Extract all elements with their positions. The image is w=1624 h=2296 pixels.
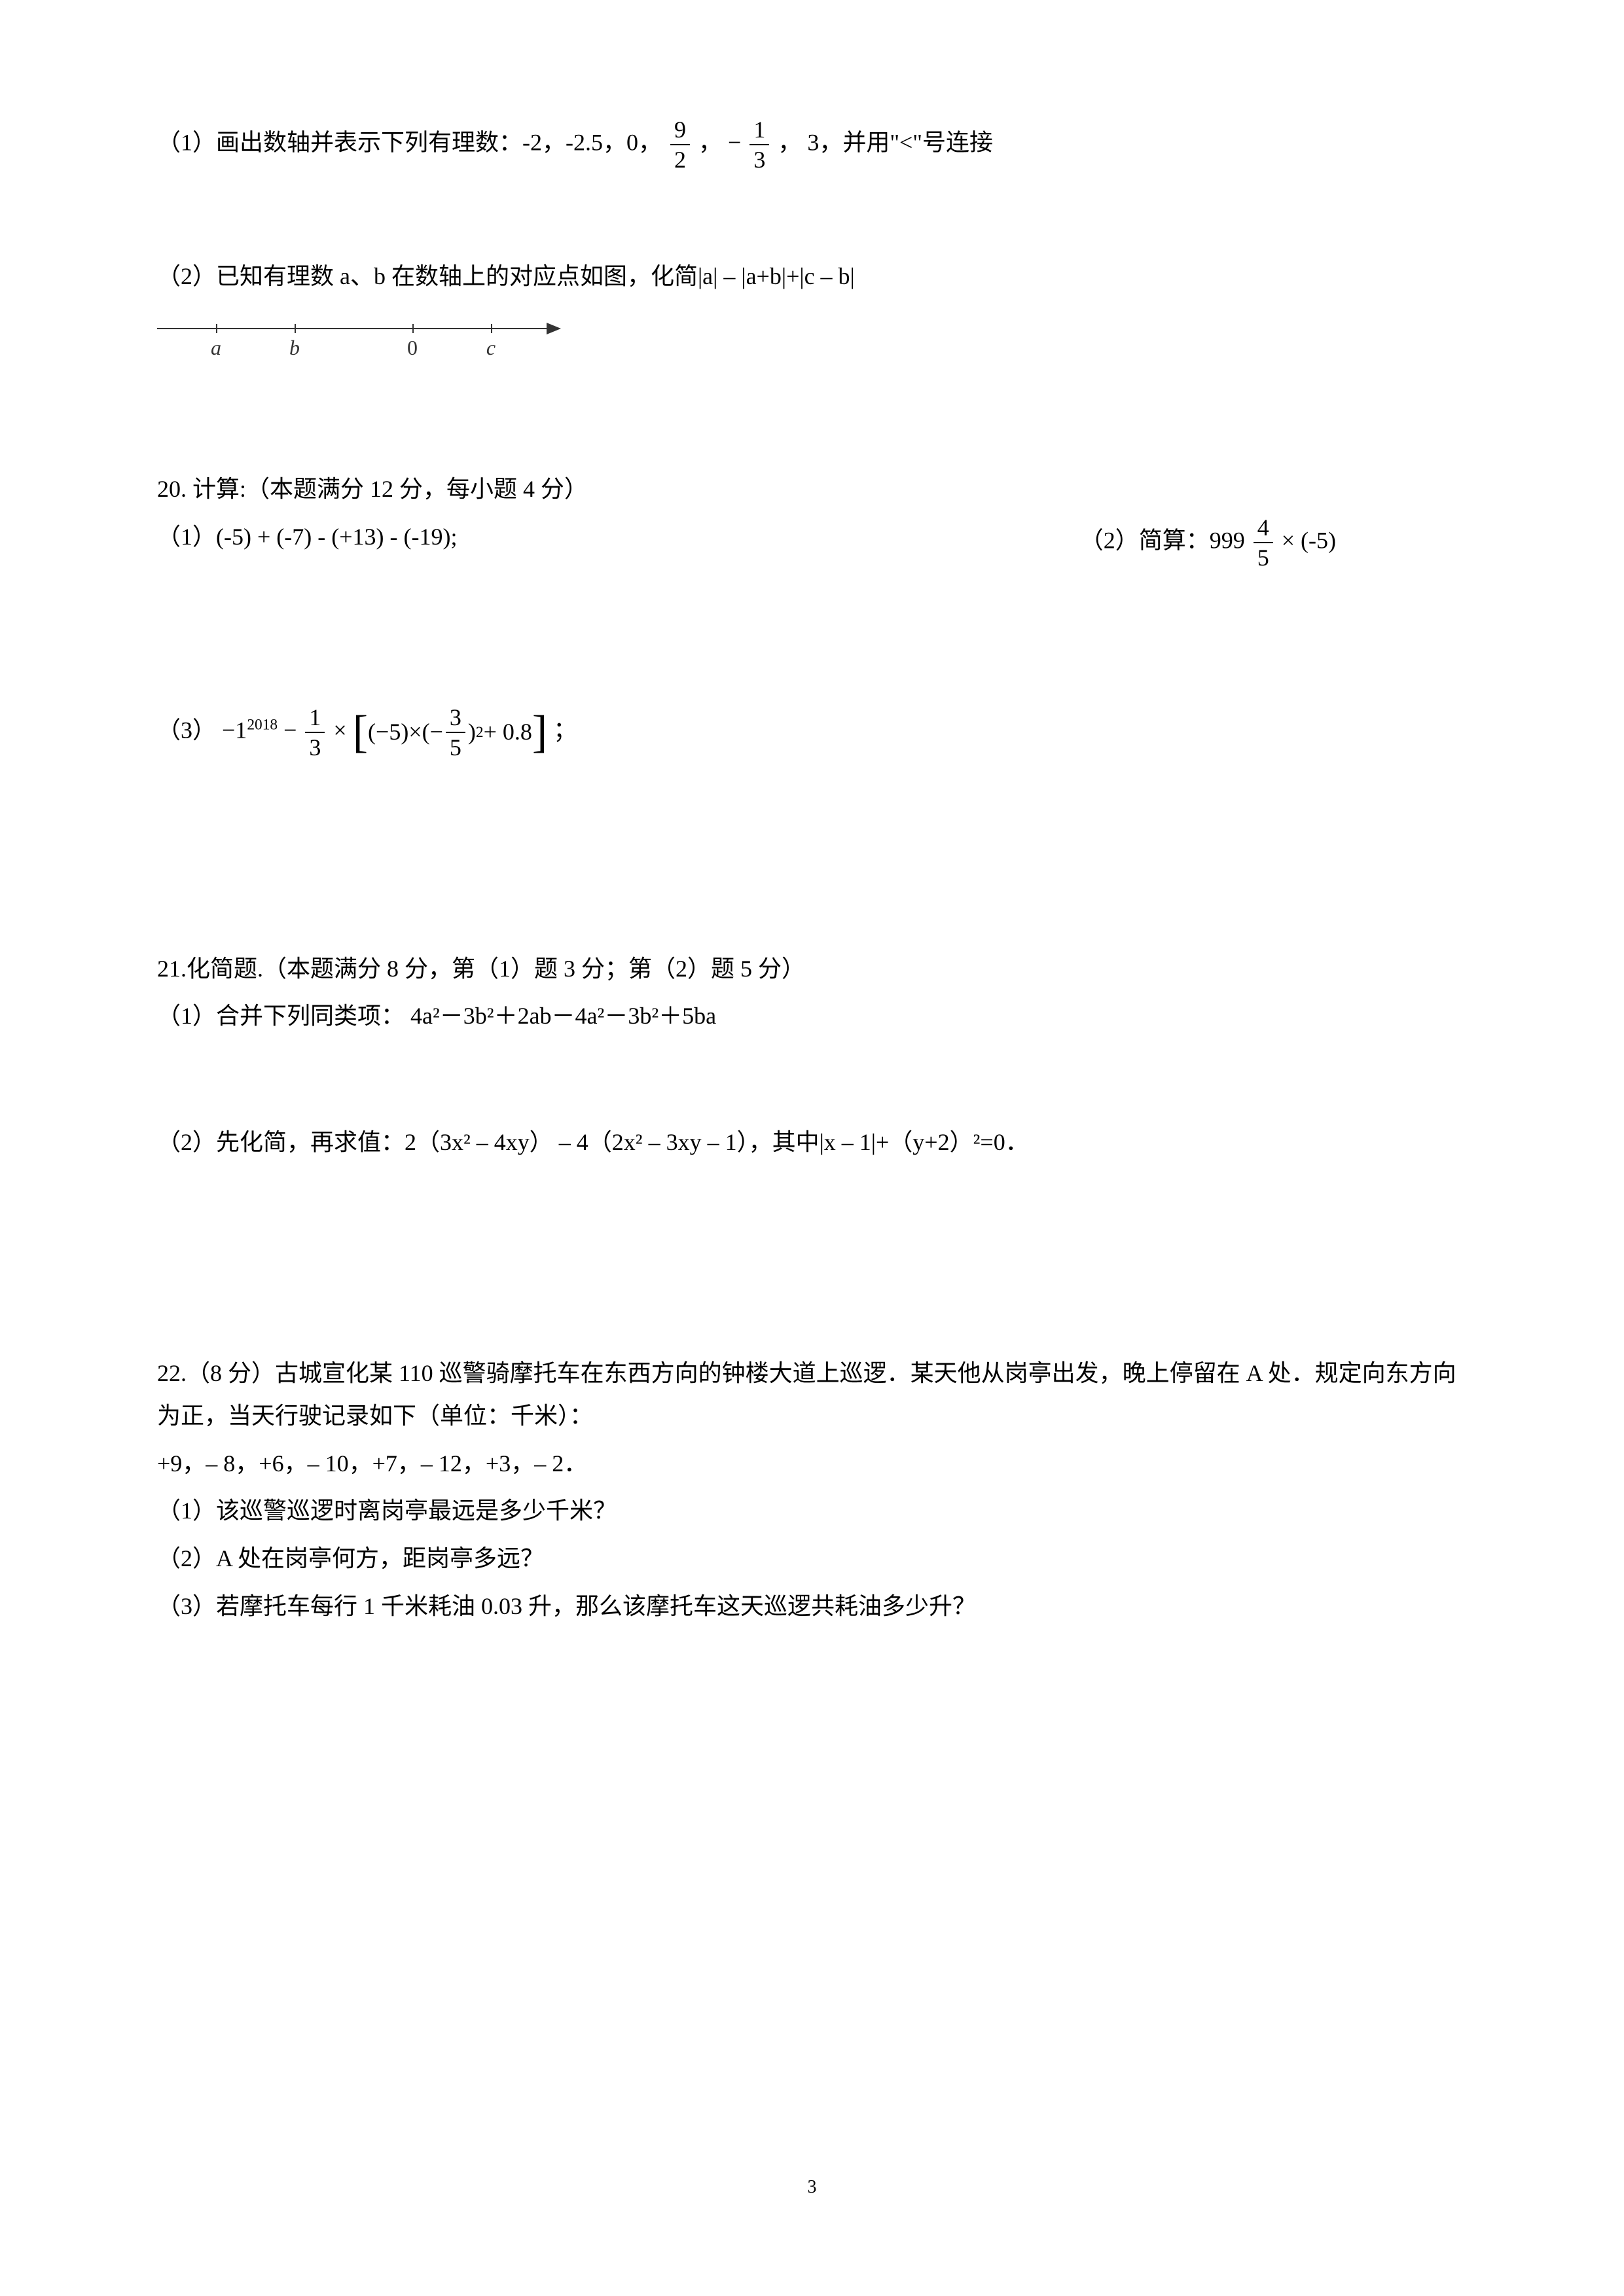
left-bracket-icon: [: [353, 716, 368, 748]
tick-a: [216, 324, 217, 333]
q21-p2-text: （2）先化简，再求值：2（3x² – 4xy） – 4（2x² – 3xy – …: [157, 1129, 1029, 1155]
minus: −: [728, 129, 741, 155]
frac-den: 5: [1254, 543, 1273, 569]
q20-p3-prefix: （3） −1: [157, 717, 247, 743]
q22-p3: （3）若摩托车每行 1 千米耗油 0.03 升，那么该摩托车这天巡逻共耗油多少升…: [157, 1585, 1467, 1628]
frac-num: 1: [749, 118, 769, 145]
q22-p1: （1）该巡警巡逻时离岗亭最远是多少千米？: [157, 1490, 1467, 1532]
label-b: b: [289, 336, 300, 360]
frac-num: 3: [446, 706, 465, 733]
inner3: + 0.8: [484, 711, 532, 753]
tick-c: [491, 324, 492, 333]
q19-1-suffix: ， 3，并用"<"号连接: [778, 129, 993, 155]
q22-data: +9，– 8，+6，– 10，+7，– 12，+3，– 2．: [157, 1443, 1467, 1485]
q20-p1: （1）(-5) + (-7) - (+13) - (-19);: [157, 516, 457, 558]
inner1: (−5)×(−: [368, 711, 443, 753]
q20-p3: （3） −12018 − 1 3 × [ (−5)×(− 3 5 )2 + 0.…: [157, 706, 1467, 759]
q19-1: （1）画出数轴并表示下列有理数：-2，-2.5，0， 9 2 ， − 1 3 ，…: [157, 118, 1467, 171]
frac-num: 1: [305, 706, 325, 733]
q22-p2: （2）A 处在岗亭何方，距岗亭多远？: [157, 1537, 1467, 1580]
label-0: 0: [407, 336, 418, 360]
frac-num: 9: [670, 118, 690, 145]
q21-p1: （1）合并下列同类项： 4a²－3b²＋2ab－4a²－3b²＋5ba: [157, 995, 1467, 1037]
frac-den: 2: [670, 145, 690, 171]
frac-den: 5: [446, 733, 465, 759]
q20-p2-suffix: × (-5): [1282, 527, 1336, 553]
semicolon: ；: [553, 717, 577, 743]
label-c: c: [486, 336, 496, 360]
exp-2018: 2018: [247, 716, 278, 733]
q21-header: 21.化简题.（本题满分 8 分，第（1）题 3 分；第（2）题 5 分）: [157, 948, 1467, 990]
q19-2-text: （2）已知有理数 a、b 在数轴上的对应点如图，化简|a| – |a+b|+|c…: [157, 255, 1467, 298]
q19-1-frac2: 1 3: [749, 118, 769, 171]
label-a: a: [211, 336, 221, 360]
q20-p3-mid1: −: [283, 717, 302, 743]
q20-p3-frac1: 1 3: [305, 706, 325, 759]
q22-header: 22.（8 分）古城宣化某 110 巡警骑摩托车在东西方向的钟楼大道上巡逻．某天…: [157, 1352, 1467, 1437]
frac-den: 3: [305, 733, 325, 759]
q20-p2-frac: 4 5: [1254, 516, 1273, 569]
q19-1-frac1: 9 2: [670, 118, 690, 171]
q20-p3-frac2: 3 5: [446, 706, 465, 759]
bracket-expression: [ (−5)×(− 3 5 )2 + 0.8 ]: [353, 706, 548, 759]
axis-arrow-icon: [547, 323, 561, 334]
q19-1-prefix: （1）画出数轴并表示下列有理数：-2，-2.5，0，: [157, 129, 662, 155]
frac-num: 4: [1254, 516, 1273, 543]
q20-p2: （2）简算：999 4 5 × (-5): [1080, 516, 1467, 569]
right-bracket-icon: ]: [532, 716, 547, 748]
tick-0: [412, 324, 414, 333]
frac-den: 3: [749, 145, 769, 171]
times: ×: [333, 717, 346, 743]
exp-2: 2: [476, 719, 484, 746]
q20-p2-prefix: （2）简算：999: [1080, 527, 1245, 553]
q20-header: 20. 计算:（本题满分 12 分，每小题 4 分）: [157, 468, 1467, 511]
inner2: ): [468, 711, 476, 753]
page-number: 3: [808, 2177, 817, 2198]
q20-row1: （1）(-5) + (-7) - (+13) - (-19); （2）简算：99…: [157, 516, 1467, 575]
sep: ，: [698, 129, 722, 155]
q21-p2: （2）先化简，再求值：2（3x² – 4xy） – 4（2x² – 3xy – …: [157, 1121, 1467, 1164]
tick-b: [295, 324, 296, 333]
number-line-diagram: a b 0 c: [157, 317, 576, 350]
